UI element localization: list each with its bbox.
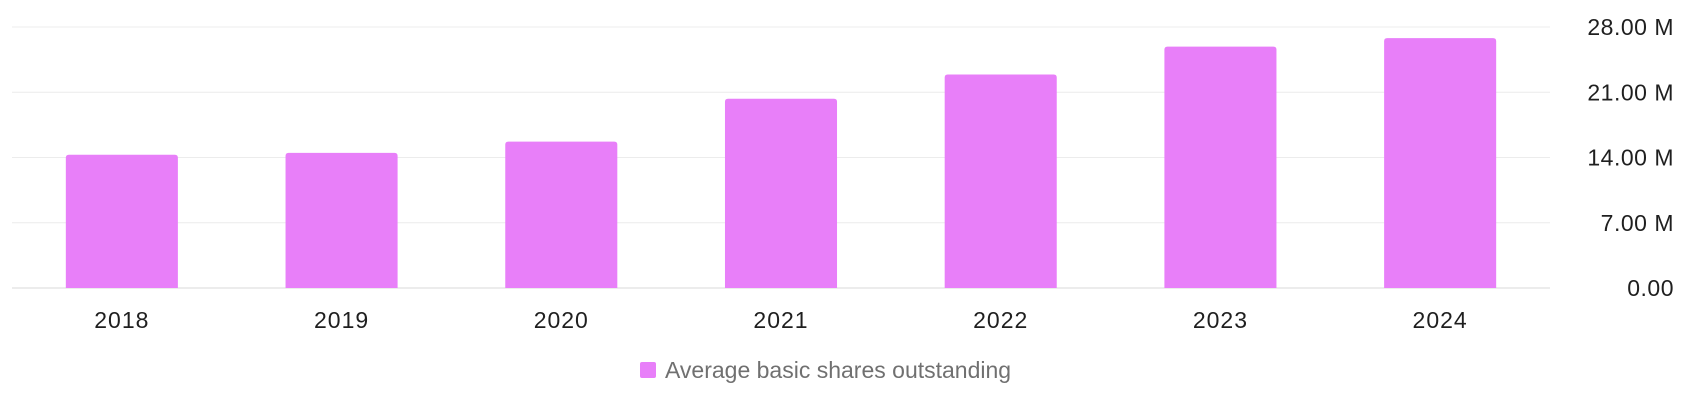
bar-2021[interactable] [724,98,838,289]
x-tick-label: 2019 [314,307,369,333]
bar-2018[interactable] [65,154,178,288]
bar-2020[interactable] [505,141,618,288]
x-axis-ticks: 2018 2019 2020 2021 2022 2023 2024 [94,307,1468,333]
x-tick-label: 2023 [1193,307,1248,333]
y-tick-label: 7.00 M [1601,210,1674,236]
y-tick-label: 28.00 M [1587,14,1674,40]
bar-2019[interactable] [285,152,398,288]
bar-2022[interactable] [944,74,1057,289]
legend-swatch [640,362,656,378]
legend[interactable]: Average basic shares outstanding [640,357,1011,383]
y-tick-label: 14.00 M [1587,145,1674,171]
bar-2023[interactable] [1164,46,1277,289]
x-tick-label: 2022 [973,307,1028,333]
x-tick-label: 2024 [1413,307,1468,333]
y-tick-label: 0.00 [1627,275,1674,301]
bars [65,38,1497,289]
x-tick-label: 2020 [534,307,589,333]
x-tick-label: 2018 [94,307,149,333]
x-tick-label: 2021 [753,307,808,333]
y-tick-label: 21.00 M [1587,79,1674,105]
bar-2024[interactable] [1384,38,1497,288]
y-axis-ticks: 0.00 7.00 M 14.00 M 21.00 M 28.00 M [1587,14,1674,301]
legend-label: Average basic shares outstanding [665,357,1011,383]
